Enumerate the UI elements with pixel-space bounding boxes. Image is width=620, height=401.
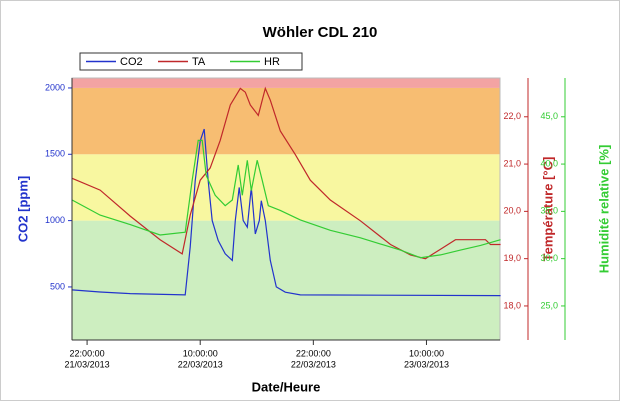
y-tick-label: 18,0: [503, 300, 521, 310]
legend-label: TA: [192, 56, 206, 68]
legend-label: CO2: [120, 56, 143, 68]
y-tick-label: 2000: [45, 82, 65, 92]
y-tick-label: 45,0: [540, 111, 558, 121]
y2-axis-label: Température [°C]: [540, 157, 555, 262]
threshold-zone: [72, 220, 500, 340]
plot-area: [71, 77, 501, 341]
threshold-zone: [72, 87, 500, 155]
x-tick-date: 22/03/2013: [291, 359, 336, 369]
y3-axis-label: Humidité relative [%]: [596, 145, 611, 274]
y-axis-label: CO2 [ppm]: [15, 176, 30, 242]
x-tick-label: 10:00:00: [183, 348, 218, 358]
y-tick-label: 35,0: [540, 206, 558, 216]
y-tick-label: 1000: [45, 215, 65, 225]
series-line: [71, 139, 501, 259]
y-tick-label: 20,0: [503, 206, 521, 216]
x-tick-date: 23/03/2013: [404, 359, 449, 369]
y-tick-label: 22,0: [503, 111, 521, 121]
x-tick-label: 22:00:00: [70, 348, 105, 358]
series-line: [72, 128, 501, 297]
threshold-zone: [72, 78, 500, 88]
series-line: [71, 86, 501, 260]
legend: [79, 52, 303, 71]
y-tick-label: 1500: [45, 149, 65, 159]
y-tick-label: 40,0: [540, 158, 558, 168]
x-tick-label: 22:00:00: [296, 348, 331, 358]
x-tick-label: 10:00:00: [409, 348, 444, 358]
x-tick-date: 22/03/2013: [178, 359, 223, 369]
chart-title: Wöhler CDL 210: [263, 24, 378, 41]
y-tick-label: 500: [50, 281, 65, 291]
y-tick-label: 21,0: [503, 158, 521, 168]
legend-label: HR: [264, 56, 280, 68]
threshold-zone: [72, 154, 500, 221]
x-tick-date: 21/03/2013: [65, 359, 110, 369]
y-tick-label: 25,0: [540, 300, 558, 310]
x-axis-label: Date/Heure: [252, 379, 321, 394]
y-tick-label: 30,0: [540, 253, 558, 263]
y-tick-label: 19,0: [503, 253, 521, 263]
